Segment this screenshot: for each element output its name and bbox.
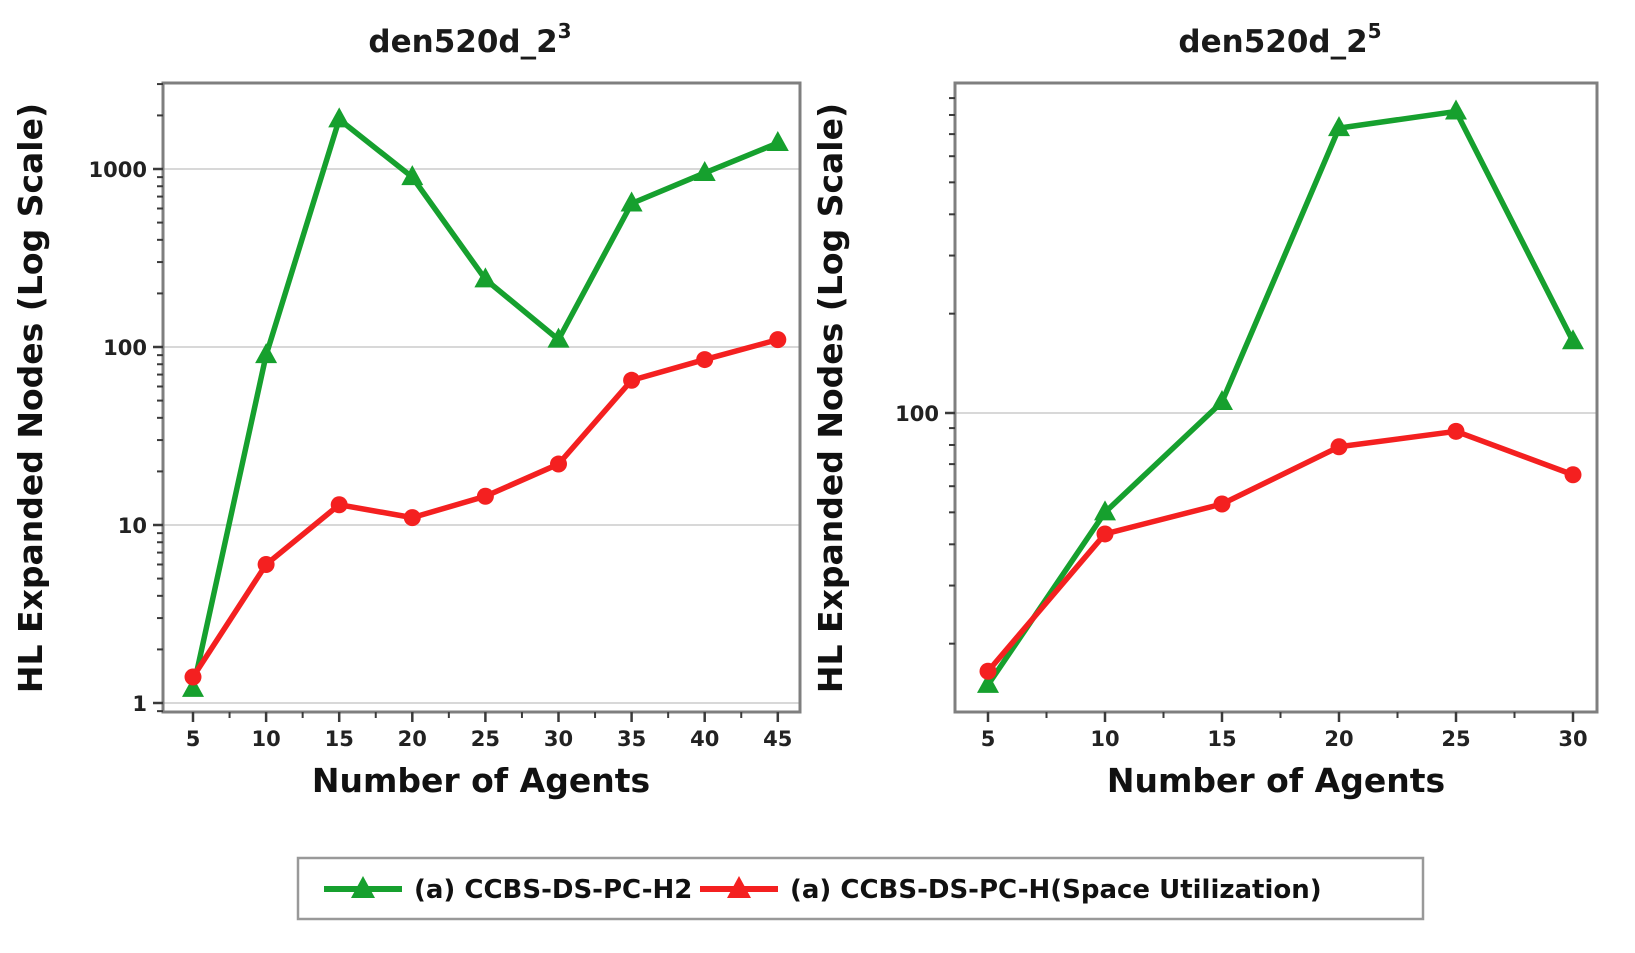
- series-1-marker-circle: [769, 331, 787, 349]
- right-chart-title-base: den520d_2: [1178, 24, 1367, 60]
- y-tick-label: 1000: [89, 158, 147, 182]
- plot-frame: [953, 81, 1599, 714]
- left-chart: 1 10 100 1000 5 10 15 20 25 30 35 40 45: [89, 81, 802, 751]
- series-0-marker-triangle: [547, 327, 570, 348]
- x-tick-label: 5: [186, 727, 201, 751]
- series-1-marker-circle: [330, 496, 348, 514]
- y-tick-label: 100: [103, 336, 147, 360]
- series-1-marker-circle: [184, 668, 202, 686]
- left-chart-title-base: den520d_2: [368, 24, 557, 60]
- y-tick-label: 10: [118, 514, 147, 538]
- series-0-line: [985, 108, 1576, 688]
- series-0-marker-triangle: [401, 165, 424, 186]
- series-1-marker-circle: [1447, 422, 1465, 440]
- x-tick-label: 40: [690, 727, 719, 751]
- series-1-line: [190, 336, 781, 680]
- x-tick-label: 15: [325, 727, 354, 751]
- legend-box: [296, 856, 1425, 921]
- left-chart-title: den520d_23: [368, 19, 571, 60]
- series-0-marker-triangle: [182, 676, 204, 697]
- series-0-line: [190, 116, 781, 692]
- x-tick-label: 20: [1324, 727, 1353, 751]
- right-y-axis-label: HL Expanded Nodes (Log Scale): [811, 103, 850, 693]
- left-y-axis-label: HL Expanded Nodes (Log Scale): [11, 103, 50, 693]
- x-tick-label: 20: [398, 727, 427, 751]
- series-1-marker-circle: [1330, 438, 1348, 456]
- series-0-marker-triangle: [977, 672, 999, 693]
- series-1-marker-circle: [696, 351, 714, 369]
- legend-item-1: (a) CCBS-DS-PC-H(Space Utilization): [700, 875, 1322, 905]
- x-tick-label: 35: [617, 727, 646, 751]
- right-chart-title: den520d_25: [1178, 19, 1381, 60]
- x-tick-label: 5: [981, 727, 996, 751]
- series-1-marker-circle: [550, 455, 567, 473]
- legend-item-0: (a) CCBS-DS-PC-H2: [324, 875, 692, 905]
- legend-marker-red-triangle-icon: [727, 876, 751, 898]
- series-0-marker-triangle: [255, 343, 278, 364]
- series-0-marker-triangle: [328, 107, 351, 128]
- x-tick-label: 10: [251, 727, 280, 751]
- x-tick-label: 25: [471, 727, 500, 751]
- legend: (a) CCBS-DS-PC-H2 (a) CCBS-DS-PC-H(Space…: [296, 856, 1425, 921]
- series-1-marker-circle: [1564, 466, 1582, 484]
- series-1-marker-circle: [476, 487, 494, 505]
- series-1-marker-circle: [1096, 525, 1114, 543]
- x-tick-label: 15: [1207, 727, 1236, 751]
- series-0-marker-triangle: [474, 267, 497, 288]
- plot-frame: [161, 81, 802, 714]
- left-x-axis-label: Number of Agents: [312, 761, 650, 800]
- right-chart-title-exponent: 5: [1368, 19, 1382, 43]
- x-tick-label: 45: [763, 727, 792, 751]
- series-1-marker-circle: [623, 371, 641, 389]
- y-tick-label: 100: [895, 402, 939, 426]
- right-chart: 100 5 10 15 20 25 30: [895, 81, 1599, 751]
- series-1-marker-circle: [979, 662, 997, 680]
- legend-marker-green-triangle-icon: [351, 876, 375, 898]
- series-0-marker-triangle: [1094, 500, 1116, 521]
- series-1-marker-circle: [403, 509, 421, 527]
- series-0-marker-triangle: [693, 160, 716, 181]
- left-chart-title-exponent: 3: [558, 19, 572, 43]
- series-0-marker-triangle: [766, 130, 789, 151]
- series-0-marker-triangle: [1211, 389, 1233, 410]
- y-tick-label: 1: [132, 692, 147, 716]
- legend-label-0: (a) CCBS-DS-PC-H2: [414, 875, 692, 905]
- series-1-marker-circle: [257, 555, 275, 573]
- series-0-marker-triangle: [1562, 329, 1584, 350]
- x-tick-label: 30: [1558, 727, 1587, 751]
- series-1-marker-circle: [1213, 495, 1231, 513]
- series-0-marker-triangle: [1328, 116, 1350, 137]
- series-0-marker-triangle: [1445, 99, 1467, 120]
- x-tick-label: 10: [1090, 727, 1119, 751]
- right-x-axis-label: Number of Agents: [1107, 761, 1445, 800]
- x-tick-label: 30: [544, 727, 573, 751]
- legend-label-1: (a) CCBS-DS-PC-H(Space Utilization): [790, 875, 1322, 905]
- series-0-marker-triangle: [620, 191, 643, 212]
- x-tick-label: 25: [1441, 727, 1470, 751]
- series-1-line: [985, 428, 1576, 674]
